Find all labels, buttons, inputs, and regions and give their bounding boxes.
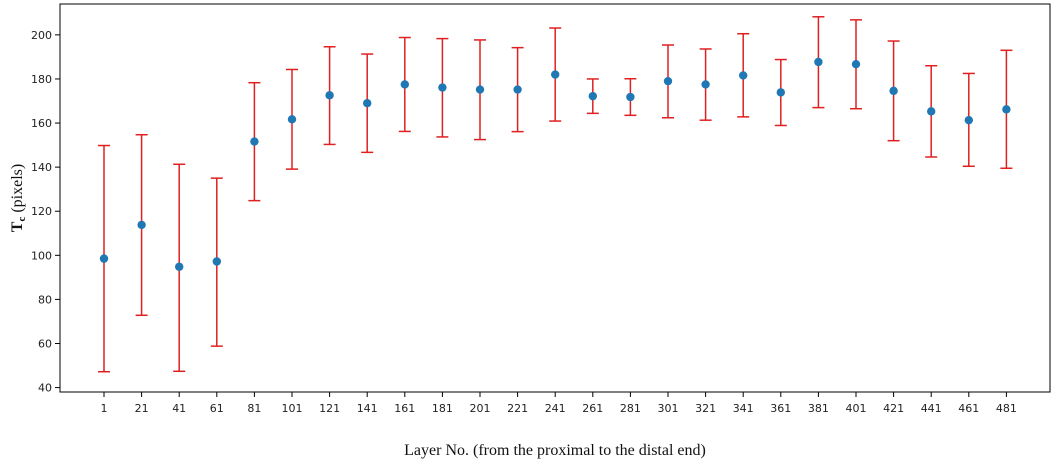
x-tick-label: 281 bbox=[620, 402, 641, 415]
y-axis-label-main: T bbox=[9, 221, 26, 232]
data-point bbox=[175, 262, 184, 271]
data-point bbox=[513, 85, 522, 94]
x-axis: 1 21 41 61 81 101 121 141 161 181 201 221 241 261 281 3… bbox=[101, 392, 1017, 415]
data-point bbox=[851, 59, 861, 69]
y-axis: 40 60 80 100 120 140 160 180 200 bbox=[31, 29, 60, 395]
data-point bbox=[363, 99, 372, 108]
data-point bbox=[400, 80, 409, 89]
y-axis-label-rest: (pixels) bbox=[9, 164, 26, 217]
y-tick-label: 140 bbox=[31, 161, 52, 174]
x-tick-label: 101 bbox=[282, 402, 303, 415]
data-point bbox=[927, 107, 936, 116]
y-tick-label: 200 bbox=[31, 29, 52, 42]
y-tick-label: 160 bbox=[31, 117, 52, 130]
data-point bbox=[99, 254, 109, 263]
y-axis-label: Tc (pixels) bbox=[9, 164, 28, 232]
x-tick-label: 261 bbox=[582, 402, 603, 415]
data-point bbox=[250, 137, 259, 146]
error-bars bbox=[98, 16, 1013, 373]
x-tick-label: 361 bbox=[770, 402, 791, 415]
x-tick-label: 481 bbox=[996, 402, 1017, 415]
x-tick-label: 141 bbox=[357, 402, 378, 415]
x-tick-label: 441 bbox=[921, 402, 942, 415]
x-tick-label: 181 bbox=[432, 402, 453, 415]
data-point bbox=[137, 220, 146, 230]
x-tick-label: 201 bbox=[470, 402, 491, 415]
data-point bbox=[588, 91, 597, 101]
y-tick-label: 100 bbox=[31, 249, 52, 262]
data-point bbox=[776, 88, 785, 97]
x-axis-label: Layer No. (from the proximal to the dist… bbox=[404, 442, 706, 459]
y-tick-label: 40 bbox=[38, 382, 52, 395]
data-point bbox=[212, 257, 221, 266]
data-point bbox=[475, 85, 485, 94]
x-tick-label: 121 bbox=[319, 402, 340, 415]
data-point bbox=[814, 57, 823, 67]
x-tick-label: 21 bbox=[135, 402, 149, 415]
data-point bbox=[739, 71, 748, 80]
x-tick-label: 241 bbox=[545, 402, 566, 415]
y-tick-label: 120 bbox=[31, 205, 52, 218]
y-tick-label: 60 bbox=[38, 338, 52, 351]
x-tick-label: 81 bbox=[247, 402, 261, 415]
data-point bbox=[287, 115, 297, 124]
data-point bbox=[701, 80, 710, 89]
data-point bbox=[551, 70, 560, 79]
y-tick-label: 80 bbox=[38, 293, 52, 306]
data-point bbox=[325, 91, 334, 100]
x-tick-label: 41 bbox=[172, 402, 186, 415]
x-tick-label: 321 bbox=[695, 402, 716, 415]
x-tick-label: 461 bbox=[958, 402, 979, 415]
x-tick-label: 1 bbox=[101, 402, 108, 415]
x-tick-label: 341 bbox=[733, 402, 754, 415]
y-axis-label-sub: c bbox=[16, 217, 28, 222]
y-tick-label: 180 bbox=[31, 73, 52, 86]
data-point bbox=[626, 92, 635, 102]
data-point bbox=[964, 115, 973, 125]
data-point bbox=[663, 76, 673, 86]
x-tick-label: 221 bbox=[507, 402, 528, 415]
x-tick-label: 161 bbox=[394, 402, 415, 415]
x-tick-label: 401 bbox=[846, 402, 867, 415]
data-point bbox=[889, 86, 898, 96]
x-tick-label: 421 bbox=[883, 402, 904, 415]
x-tick-label: 381 bbox=[808, 402, 829, 415]
x-tick-label: 61 bbox=[210, 402, 224, 415]
data-points bbox=[99, 57, 1011, 271]
x-tick-label: 301 bbox=[658, 402, 679, 415]
data-point bbox=[438, 83, 447, 92]
data-point bbox=[1002, 105, 1011, 114]
